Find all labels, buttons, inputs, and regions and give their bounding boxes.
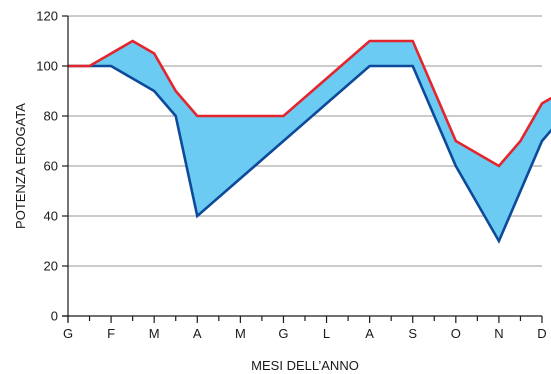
x-tick-label: A xyxy=(365,326,374,341)
y-tick-label: 40 xyxy=(44,209,58,224)
x-tick-label: A xyxy=(193,326,202,341)
x-tick-label: L xyxy=(323,326,330,341)
y-tick-label: 60 xyxy=(44,159,58,174)
series-line-lower xyxy=(68,64,551,244)
y-tick-labels: 0 20 40 60 80 100 120 xyxy=(36,9,58,324)
area-between-series xyxy=(68,41,551,241)
x-axis-title: MESI DELL’ANNO xyxy=(251,358,359,373)
y-tick-label: 0 xyxy=(51,309,58,324)
y-tick-label: 120 xyxy=(36,9,58,24)
y-tick-label: 20 xyxy=(44,259,58,274)
x-tick-label: G xyxy=(63,326,73,341)
y-tick-label: 100 xyxy=(36,59,58,74)
x-tick-label: G xyxy=(278,326,288,341)
series-line-upper xyxy=(68,39,551,168)
x-tick-label: D xyxy=(537,326,546,341)
axes xyxy=(62,15,543,323)
x-tick-label: S xyxy=(408,326,417,341)
series-lines xyxy=(68,39,551,244)
x-tick-label: F xyxy=(107,326,115,341)
x-tick-label: M xyxy=(235,326,246,341)
y-tick-label: 80 xyxy=(44,109,58,124)
y-axis-title: POTENZA EROGATA xyxy=(13,103,28,229)
x-tick-label: M xyxy=(149,326,160,341)
x-tick-label: N xyxy=(494,326,503,341)
x-tick-label: O xyxy=(451,326,461,341)
